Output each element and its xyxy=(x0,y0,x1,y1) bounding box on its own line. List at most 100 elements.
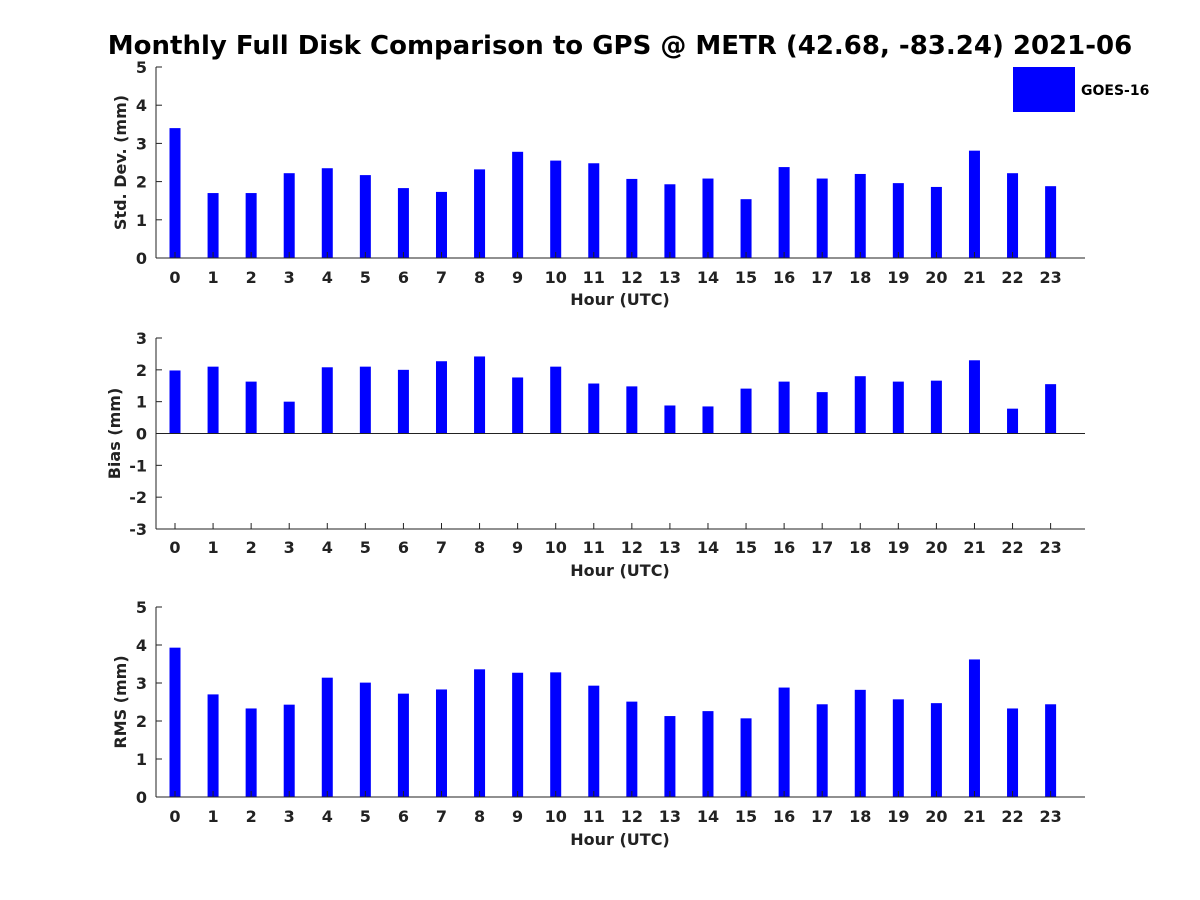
bar xyxy=(892,183,904,258)
x-tick-label: 1 xyxy=(207,268,218,287)
x-tick-label: 14 xyxy=(697,538,719,557)
bar xyxy=(854,173,866,258)
x-tick-label: 15 xyxy=(735,807,757,826)
x-tick-label: 3 xyxy=(284,538,295,557)
bar xyxy=(1045,704,1057,797)
x-tick-label: 13 xyxy=(659,268,681,287)
x-tick-label: 16 xyxy=(773,538,795,557)
bar xyxy=(702,406,714,434)
bar xyxy=(397,693,409,797)
x-tick-label: 17 xyxy=(811,538,833,557)
x-tick-label: 6 xyxy=(398,268,409,287)
bar xyxy=(588,383,600,434)
x-tick-label: 6 xyxy=(398,538,409,557)
bar xyxy=(1045,384,1057,434)
x-tick-label: 14 xyxy=(697,268,719,287)
y-tick-label: 2 xyxy=(136,173,147,192)
x-tick-label: 0 xyxy=(169,538,180,557)
x-tick-label: 5 xyxy=(360,807,371,826)
y-tick-label: 0 xyxy=(136,425,147,444)
bar xyxy=(588,685,600,797)
x-tick-label: 11 xyxy=(583,807,605,826)
bar xyxy=(512,672,524,797)
bar xyxy=(930,703,942,797)
bar xyxy=(778,687,790,797)
bar xyxy=(816,704,828,797)
bar xyxy=(207,694,219,797)
y-tick-label: 5 xyxy=(136,598,147,617)
x-tick-label: 4 xyxy=(322,268,333,287)
bar xyxy=(930,380,942,434)
x-tick-label: 20 xyxy=(925,538,947,557)
x-tick-label: 15 xyxy=(735,268,757,287)
bar xyxy=(283,401,295,434)
x-tick-label: 9 xyxy=(512,807,523,826)
x-tick-label: 9 xyxy=(512,268,523,287)
y-tick-label: 0 xyxy=(136,788,147,807)
x-tick-label: 23 xyxy=(1039,268,1061,287)
x-tick-label: 10 xyxy=(545,807,567,826)
bar xyxy=(474,669,486,797)
x-tick-label: 0 xyxy=(169,268,180,287)
y-tick-label: 1 xyxy=(136,750,147,769)
x-tick-label: 19 xyxy=(887,807,909,826)
x-tick-label: 20 xyxy=(925,268,947,287)
bar xyxy=(550,366,562,434)
x-tick-label: 11 xyxy=(583,538,605,557)
bar xyxy=(854,376,866,434)
x-tick-label: 18 xyxy=(849,268,871,287)
y-tick-label: 1 xyxy=(136,211,147,230)
y-axis-label: Bias (mm) xyxy=(105,388,124,480)
x-tick-label: 12 xyxy=(621,538,643,557)
bar xyxy=(550,160,562,258)
y-tick-label: -3 xyxy=(129,520,147,539)
x-tick-label: 18 xyxy=(849,538,871,557)
bar xyxy=(435,689,447,797)
x-tick-label: 8 xyxy=(474,268,485,287)
bar xyxy=(474,169,486,258)
y-tick-label: 3 xyxy=(136,329,147,348)
x-tick-label: 22 xyxy=(1001,268,1023,287)
x-tick-label: 19 xyxy=(887,538,909,557)
bar xyxy=(397,188,409,258)
bar xyxy=(512,151,524,258)
bar xyxy=(664,405,676,434)
bar xyxy=(474,356,486,434)
y-tick-label: -2 xyxy=(129,488,147,507)
x-tick-label: 8 xyxy=(474,538,485,557)
bar xyxy=(778,381,790,434)
y-axis-label: RMS (mm) xyxy=(111,655,130,748)
legend: GOES-16 xyxy=(1013,67,1149,112)
x-tick-label: 14 xyxy=(697,807,719,826)
bar xyxy=(664,184,676,258)
x-tick-label: 15 xyxy=(735,538,757,557)
bar xyxy=(626,386,638,434)
x-tick-label: 16 xyxy=(773,807,795,826)
bar xyxy=(1007,708,1019,797)
x-tick-label: 5 xyxy=(360,538,371,557)
x-tick-label: 2 xyxy=(246,268,257,287)
bar xyxy=(892,699,904,797)
bar xyxy=(1007,408,1019,434)
bar xyxy=(169,647,181,797)
bar xyxy=(968,360,980,434)
x-tick-label: 23 xyxy=(1039,807,1061,826)
x-tick-label: 2 xyxy=(246,538,257,557)
bar xyxy=(321,367,333,434)
bar xyxy=(1007,173,1019,258)
bar xyxy=(778,167,790,258)
bar xyxy=(816,178,828,258)
x-axis-label: Hour (UTC) xyxy=(570,830,670,849)
bar xyxy=(740,388,752,434)
bar xyxy=(245,193,257,258)
x-tick-label: 3 xyxy=(284,268,295,287)
bar xyxy=(550,672,562,797)
x-tick-label: 0 xyxy=(169,807,180,826)
x-tick-label: 23 xyxy=(1039,538,1061,557)
x-tick-label: 22 xyxy=(1001,807,1023,826)
x-tick-label: 1 xyxy=(207,807,218,826)
x-tick-label: 11 xyxy=(583,268,605,287)
bar xyxy=(359,366,371,434)
